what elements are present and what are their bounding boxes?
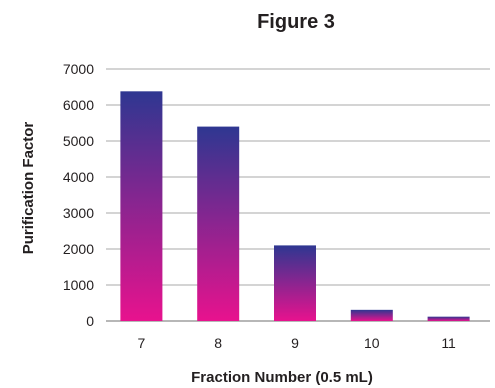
y-tick-label: 5000	[63, 133, 94, 149]
y-tick-label: 6000	[63, 97, 94, 113]
bar-9	[274, 245, 316, 321]
x-tick-label: 8	[214, 335, 222, 351]
y-tick-label: 3000	[63, 205, 94, 221]
y-tick-labels: 0 1000 2000 3000 4000 5000 6000 7000	[63, 61, 94, 329]
x-tick-label: 7	[138, 335, 146, 351]
chart-title: Figure 3	[257, 11, 335, 33]
bar-11	[427, 316, 470, 321]
gridlines	[106, 68, 490, 322]
y-tick-label: 7000	[63, 61, 94, 77]
y-tick-label: 0	[86, 313, 94, 329]
x-tick-label: 11	[441, 335, 456, 351]
x-tick-label: 10	[364, 335, 380, 351]
y-tick-label: 1000	[63, 277, 94, 293]
x-tick-labels: 7 8 9 10 11	[138, 335, 457, 351]
bars	[120, 91, 470, 321]
x-axis-title: Fraction Number (0.5 mL)	[191, 369, 373, 386]
y-tick-label: 4000	[63, 169, 94, 185]
y-axis-title: Purification Factor	[20, 122, 37, 255]
bar-8	[197, 126, 240, 321]
x-tick-label: 9	[291, 335, 299, 351]
y-tick-label: 2000	[63, 241, 94, 257]
bar-10	[350, 309, 393, 321]
bar-7	[120, 91, 163, 321]
